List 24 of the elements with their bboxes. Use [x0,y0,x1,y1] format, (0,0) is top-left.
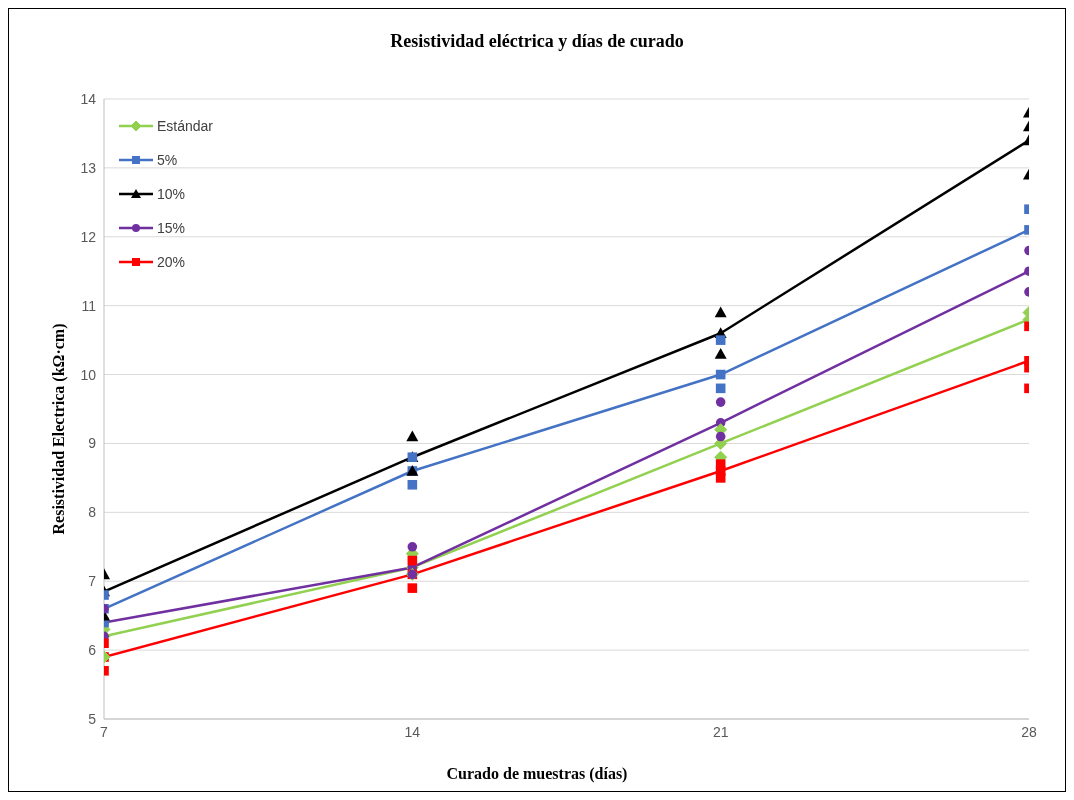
y-tick-label: 11 [81,297,97,314]
legend-label: 10% [157,186,186,202]
legend-label: 5% [157,152,178,168]
y-tick-label: 8 [88,504,97,521]
point [407,479,418,490]
x-tick-label: 7 [100,723,109,740]
legend-label: 15% [157,220,186,236]
x-tick-label: 21 [712,723,729,740]
y-tick-label: 10 [80,366,97,383]
y-tick-label: 14 [80,90,97,107]
y-tick-label: 12 [80,228,97,245]
x-tick-label: 14 [404,723,421,740]
y-tick-label: 9 [88,435,97,452]
y-tick-label: 5 [88,710,97,727]
legend-label: Estándar [157,118,214,134]
point [715,335,726,345]
y-axis-title: Resistividad Electrica (kΩ·cm) [50,323,68,535]
y-tick-label: 13 [80,159,97,176]
legend-label: 20% [157,254,186,270]
y-tick-label: 7 [88,573,97,590]
x-tick-label: 28 [1021,723,1037,740]
y-tick-label: 6 [88,642,97,659]
chart-title: Resistividad eléctrica y días de curado [389,31,685,52]
x-axis-title: Curado de muestras (días) [445,765,629,783]
